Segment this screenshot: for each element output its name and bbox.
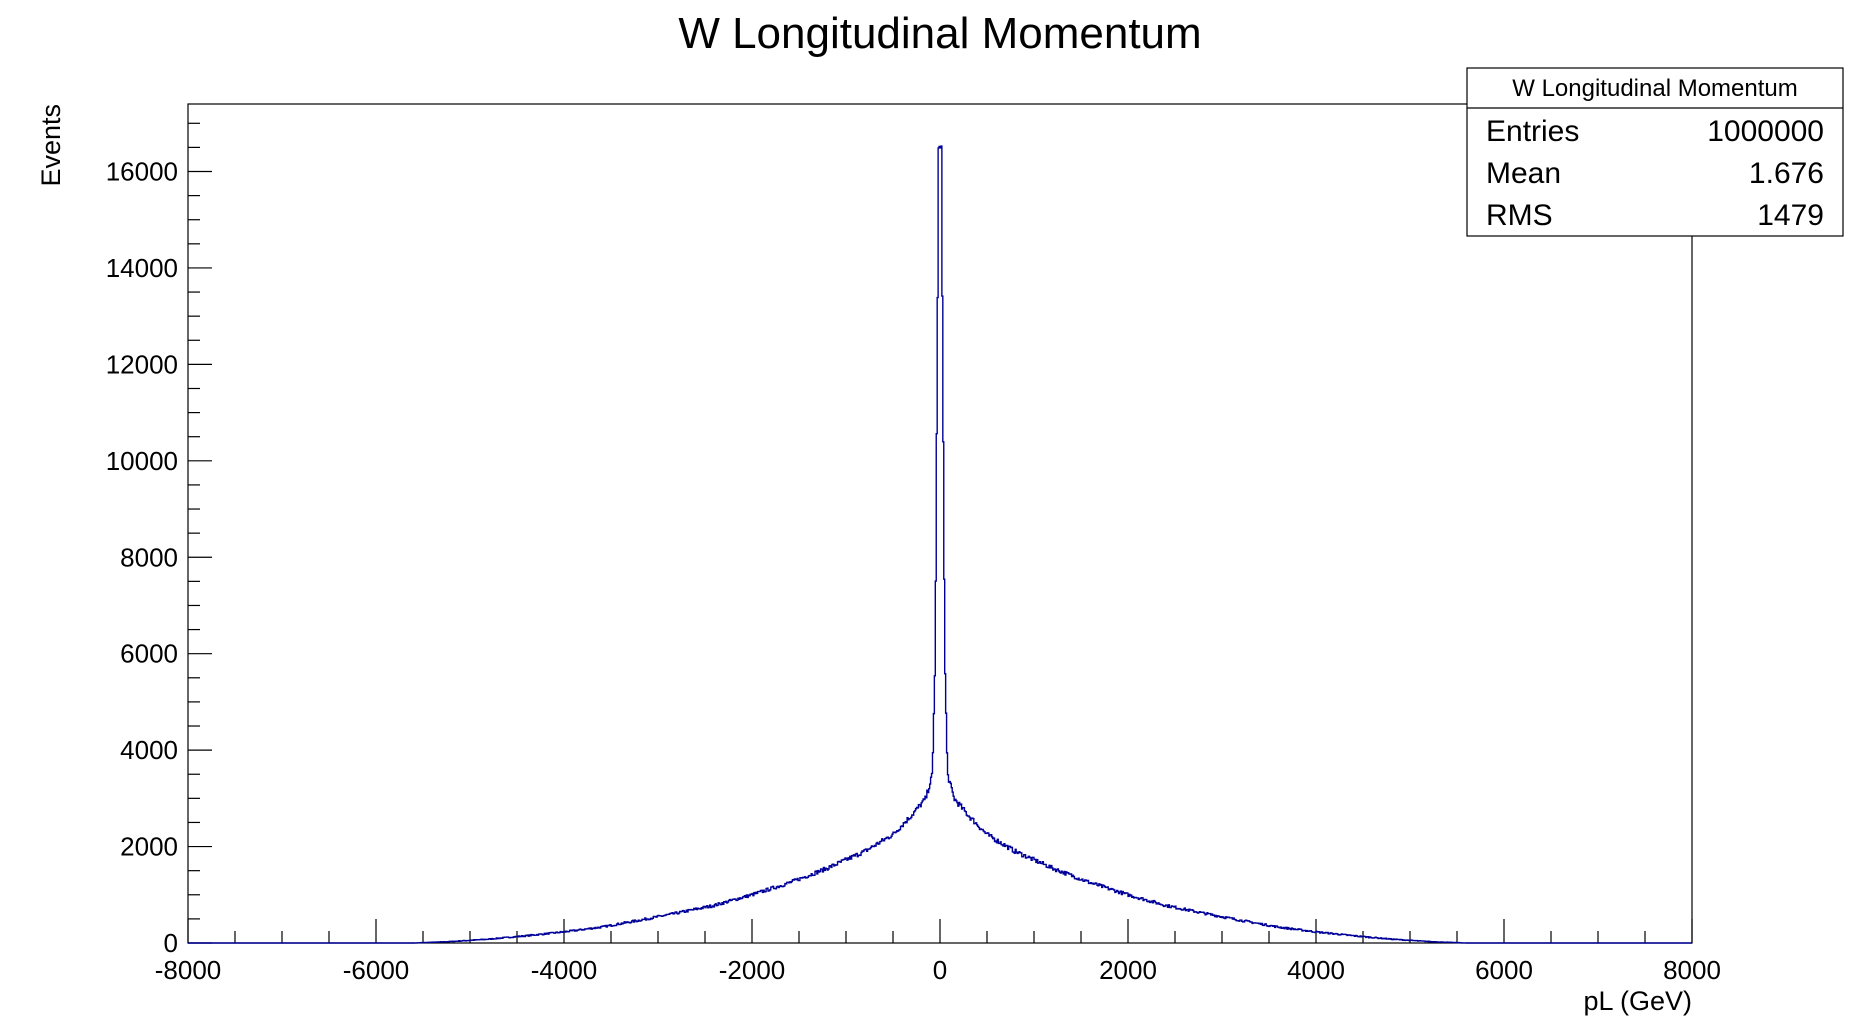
histogram-line bbox=[188, 145, 1692, 944]
stats-box: W Longitudinal Momentum Entries 1000000 … bbox=[1466, 67, 1844, 237]
stats-label-entries: Entries bbox=[1486, 115, 1579, 148]
y-axis: 0 2000 4000 6000 8000 10000 12000 14000 16000 bbox=[106, 122, 212, 958]
x-tick-label: 8000 bbox=[1663, 955, 1721, 985]
x-tick-label: 2000 bbox=[1099, 955, 1157, 985]
y-tick-label: 10000 bbox=[106, 446, 178, 476]
stats-title: W Longitudinal Momentum bbox=[1512, 75, 1797, 102]
x-tick-label: -6000 bbox=[343, 955, 410, 985]
y-tick-label: 6000 bbox=[120, 639, 178, 669]
stats-value-entries: 1000000 bbox=[1707, 115, 1824, 148]
x-axis-title: pL (GeV) bbox=[1583, 986, 1692, 1016]
x-tick-label: 4000 bbox=[1287, 955, 1345, 985]
x-tick-label: 6000 bbox=[1475, 955, 1533, 985]
stats-label-mean: Mean bbox=[1486, 157, 1561, 190]
y-tick-label: 4000 bbox=[120, 735, 178, 765]
stats-label-rms: RMS bbox=[1486, 199, 1553, 232]
chart-title: W Longitudinal Momentum bbox=[678, 9, 1201, 58]
y-tick-label: 8000 bbox=[120, 542, 178, 572]
y-tick-label: 2000 bbox=[120, 832, 178, 862]
x-axis: -8000 -6000 -4000 -2000 0 2000 4000 6000 8000 bbox=[155, 919, 1721, 985]
x-tick-label: -2000 bbox=[719, 955, 786, 985]
y-tick-label: 16000 bbox=[106, 157, 178, 187]
stats-value-rms: 1479 bbox=[1757, 199, 1824, 232]
y-axis-title: Events bbox=[36, 104, 66, 187]
y-tick-label: 14000 bbox=[106, 253, 178, 283]
y-tick-label: 0 bbox=[164, 928, 178, 958]
x-tick-label: -8000 bbox=[155, 955, 222, 985]
x-tick-label: -4000 bbox=[531, 955, 598, 985]
stats-value-mean: 1.676 bbox=[1749, 157, 1824, 190]
stats-box-frame bbox=[1466, 67, 1844, 237]
x-tick-label: 0 bbox=[933, 955, 947, 985]
y-tick-label: 12000 bbox=[106, 349, 178, 379]
